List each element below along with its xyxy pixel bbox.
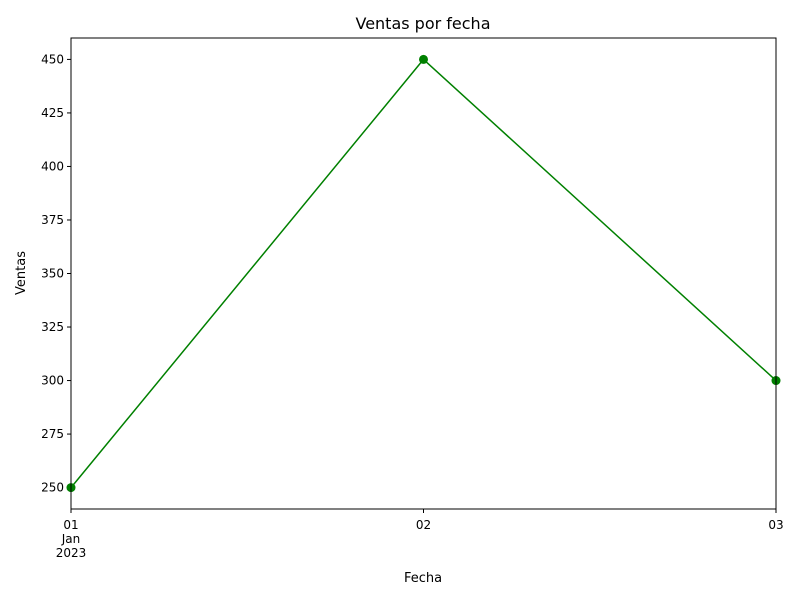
- x-axis-label: Fecha: [404, 571, 442, 586]
- x-tick-label: Jan: [61, 532, 81, 546]
- y-tick-label: 275: [41, 427, 64, 441]
- y-tick-label: 425: [41, 106, 64, 120]
- y-tick-label: 375: [41, 213, 64, 227]
- y-tick-label: 300: [41, 374, 64, 388]
- x-tick-label: 2023: [56, 546, 87, 560]
- y-tick-label: 325: [41, 320, 64, 334]
- plot-frame: [70, 37, 777, 510]
- data-point: [419, 54, 428, 64]
- x-tick-label: 02: [416, 518, 431, 532]
- x-tick-label: 01: [63, 518, 78, 532]
- y-tick-label: 450: [41, 52, 64, 66]
- y-tick-label: 350: [41, 267, 64, 281]
- y-tick-label: 400: [41, 159, 64, 173]
- y-tick-label: 250: [41, 481, 64, 495]
- x-tick-label: 03: [768, 518, 783, 532]
- chart-title: Ventas por fecha: [355, 14, 490, 33]
- y-axis-label: Ventas: [14, 251, 29, 295]
